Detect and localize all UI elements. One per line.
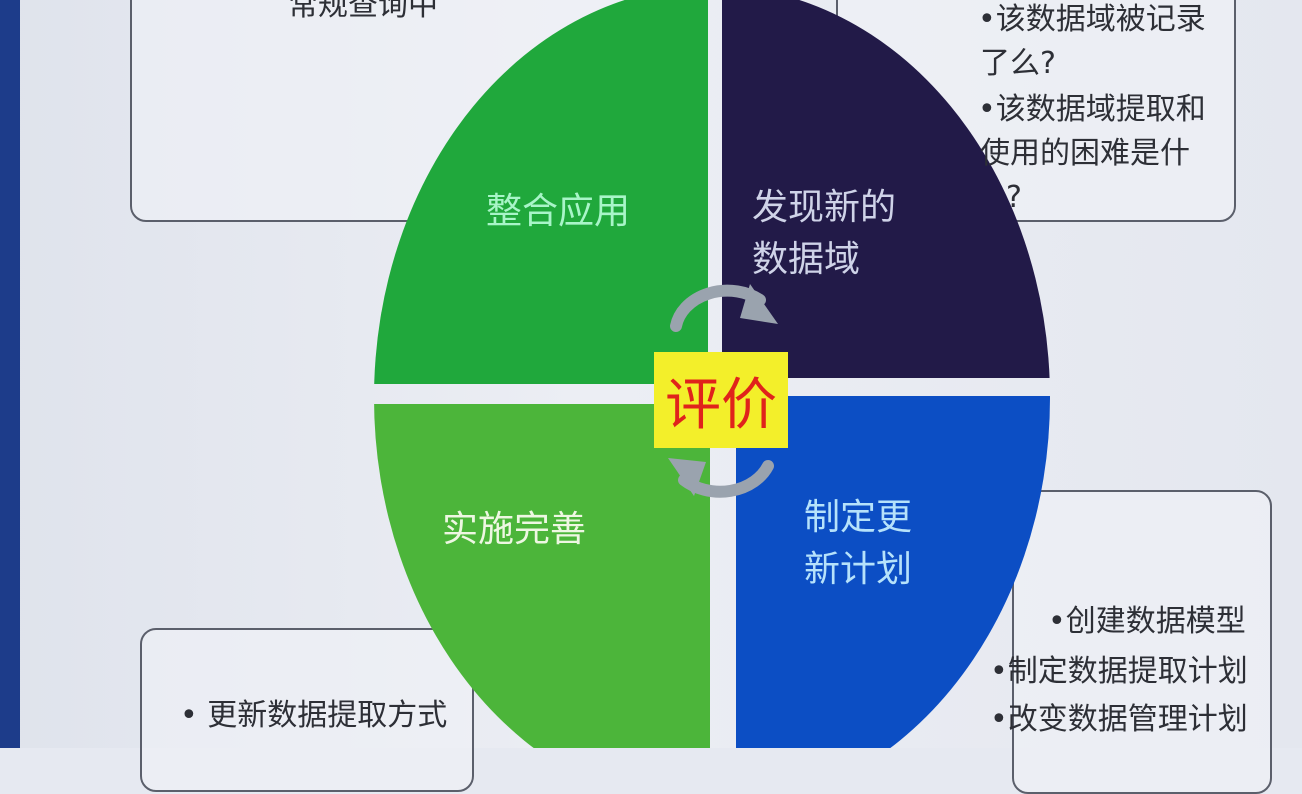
callout-bottom-right-line1: •创建数据模型 (1048, 604, 1246, 639)
cycle-diagram (374, 0, 1050, 748)
quadrant-label-discover-line2: 数据域 (752, 239, 861, 280)
callout-top-right-line3: •该数据域提取和 (978, 92, 1206, 127)
callout-top-left-text: 常规查询中 (288, 0, 438, 23)
callout-top-right-line5: ? (1006, 180, 1022, 215)
center-evaluate-box: 评价 (654, 352, 788, 448)
callout-bottom-left-text: • 更新数据提取方式 (180, 698, 448, 733)
quadrant-label-plan-line1: 制定更 (804, 497, 913, 538)
center-evaluate-label: 评价 (665, 372, 777, 438)
slide-left-bar (0, 0, 20, 748)
quadrant-label-integrate: 整合应用 (486, 191, 631, 232)
callout-top-right-line1: •该数据域被记录 (978, 2, 1206, 37)
callout-bottom-right-line2: •制定数据提取计划 (990, 654, 1248, 689)
callout-bottom-right-line3: •改变数据管理计划 (990, 702, 1248, 737)
quadrant-label-plan-line2: 新计划 (804, 549, 913, 590)
arrow-head-top (740, 284, 778, 324)
callout-bottom-right (1012, 490, 1272, 794)
callout-top-right-line2: 了么? (980, 46, 1056, 81)
quadrant-label-discover-line1: 发现新的 (752, 187, 897, 228)
callout-top-right-line4: 使用的困难是什 (980, 136, 1190, 171)
quadrant-label-implement: 实施完善 (442, 509, 587, 550)
arrow-head-bottom (668, 458, 706, 496)
